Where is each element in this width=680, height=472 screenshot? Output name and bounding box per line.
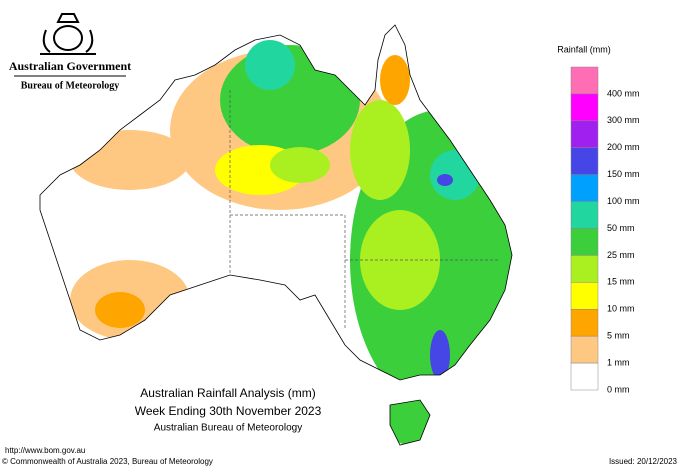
legend-swatch (570, 147, 599, 175)
legend-label: 50 mm (607, 223, 635, 233)
government-name: Australian Government (9, 59, 131, 73)
legend-label: 15 mm (607, 277, 635, 287)
map-source: Australian Bureau of Meteorology (154, 423, 302, 434)
legend-label: 200 mm (607, 142, 640, 152)
url: http://www.bom.gov.au (5, 446, 85, 455)
legend-label: 0 mm (607, 384, 630, 394)
coat-of-arms (40, 13, 96, 55)
legend: 400 mm 300 mm 200 mm 150 mm 100 mm 50 mm 25 mm… (570, 66, 640, 394)
legend-swatch (570, 201, 599, 229)
legend-title: Rainfall (mm) (557, 44, 611, 54)
legend-swatch (570, 362, 599, 391)
legend-swatch (570, 255, 599, 283)
legend-label: 300 mm (607, 115, 640, 125)
legend-label: 10 mm (607, 304, 635, 314)
legend-label: 100 mm (607, 196, 640, 206)
legend-swatch (570, 309, 599, 337)
legend-swatch (570, 120, 599, 149)
legend-swatch (570, 282, 599, 310)
legend-swatch (570, 228, 599, 256)
legend-swatch (570, 335, 599, 364)
legend-label: 5 mm (607, 331, 630, 341)
legend-label: 25 mm (607, 250, 635, 260)
legend-label: 150 mm (607, 169, 640, 179)
issued: Issued: 20/12/2023 (609, 457, 678, 466)
map-title: Australian Rainfall Analysis (mm) (140, 386, 315, 400)
legend-label: 1 mm (607, 357, 630, 367)
legend-swatch (570, 93, 599, 122)
legend-swatch (570, 66, 599, 95)
state-borders (229, 90, 500, 330)
agency-name: Bureau of Meteorology (21, 80, 120, 91)
legend-swatch (570, 174, 599, 202)
map-subtitle: Week Ending 30th November 2023 (135, 404, 322, 418)
copyright: © Commonwealth of Australia 2023, Bureau… (2, 457, 213, 466)
legend-label: 400 mm (607, 88, 640, 98)
